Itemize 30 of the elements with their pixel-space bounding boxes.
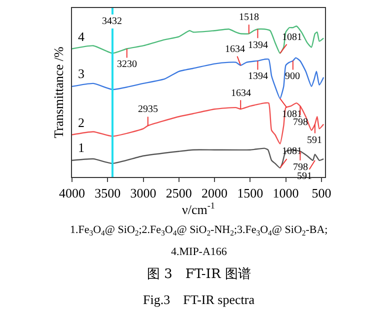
annotation: 1518 [239, 12, 259, 23]
series-label: 2 [78, 115, 84, 130]
text: 1.Fe$_{3}$O$_{4}$@ SiO$_{2}$;2.Fe$_{3}$O$_{4}$@ SiO$_{2}$-NH$_{2}$;3.Fe$_{3}$O$_{4}$@ SiO$_{2}$-BA; [70, 224, 328, 238]
x-tick-label: 3500 [94, 186, 121, 201]
x-tick-label: 2500 [166, 186, 192, 201]
x-tick-label: 2000 [202, 186, 228, 201]
caption: 图 3 FT-IR 图谱 [147, 267, 251, 282]
caption: Fig.3 FT-IR spectra [143, 292, 255, 307]
annotation: 3230 [117, 59, 137, 70]
annotation: 798 [293, 162, 308, 173]
annotation: 1634 [231, 88, 251, 99]
annotation: 1634 [225, 44, 245, 55]
x-axis-title: ν/cm$^{-1}$ [182, 200, 215, 218]
series-label: 4 [78, 29, 85, 44]
annotation: 798 [293, 117, 308, 128]
x-tick-label: 3000 [130, 186, 156, 201]
ref-line-label: 3432 [102, 16, 122, 27]
y-axis-title: Transmittance /% [50, 46, 66, 138]
annotation: 1394 [248, 40, 268, 51]
text: 4.MIP-A166 [171, 246, 228, 258]
annotation: 900 [285, 71, 300, 82]
series-label: 1 [78, 140, 84, 155]
x-tick-label: 1500 [237, 186, 264, 201]
annotation: 591 [307, 135, 322, 146]
x-tick-label: 4000 [59, 186, 85, 201]
x-tick-label: 1000 [272, 186, 299, 201]
annotation: 2935 [138, 104, 158, 115]
series-label: 3 [78, 66, 84, 81]
annotation: 1394 [248, 71, 268, 82]
x-tick-label: 500 [312, 186, 332, 201]
